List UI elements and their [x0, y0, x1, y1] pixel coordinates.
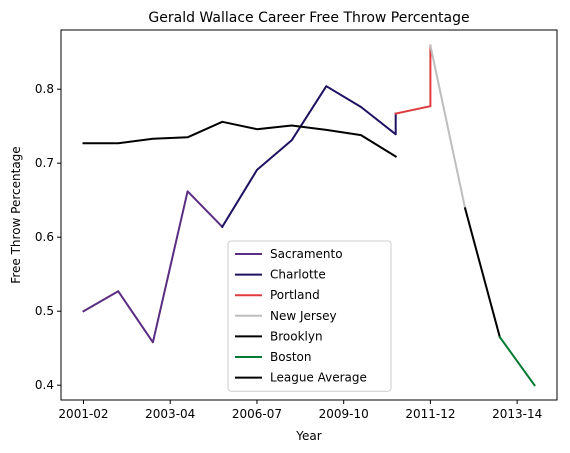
- y-tick-label-0: 0.4: [35, 378, 54, 392]
- y-axis: 0.4 0.5 0.6 0.7 0.8: [35, 82, 61, 392]
- legend-entry-3: New Jersey: [270, 309, 337, 323]
- x-tick-label-1: 2003-04: [145, 407, 195, 421]
- y-tick-label-1: 0.5: [35, 304, 54, 318]
- legend-entry-6: League Average: [270, 371, 367, 385]
- y-tick-label-4: 0.8: [35, 82, 54, 96]
- legend-entry-2: Portland: [270, 288, 320, 302]
- series-line-5: [498, 335, 536, 387]
- series-line-3: [429, 44, 467, 210]
- plot-frame: [60, 29, 558, 401]
- series-line-0: [82, 190, 224, 344]
- y-axis-label: Free Throw Percentage: [9, 146, 23, 283]
- x-tick-label-4: 2011-12: [405, 407, 455, 421]
- x-axis: 2001-02 2003-04 2006-07 2009-10 2011-12 2013-…: [58, 400, 542, 421]
- series-line-2: [394, 44, 432, 115]
- chart-title: Gerald Wallace Career Free Throw Percent…: [148, 10, 469, 26]
- legend-entry-5: Boston: [270, 350, 311, 364]
- series-line-1: [220, 85, 397, 229]
- legend: Sacramento Charlotte Portland New Jersey Bro…: [227, 240, 392, 392]
- y-tick-label-3: 0.7: [35, 156, 54, 170]
- legend-entry-0: Sacramento: [270, 247, 343, 261]
- series-layer: [82, 44, 536, 387]
- legend-box: [227, 240, 392, 392]
- x-axis-label: Year: [295, 429, 321, 443]
- x-tick-label-5: 2013-14: [492, 407, 542, 421]
- legend-entry-4: Brooklyn: [270, 329, 323, 343]
- series-line-4: [463, 207, 502, 339]
- series-line-6: [82, 120, 398, 158]
- x-tick-label-0: 2001-02: [58, 407, 108, 421]
- y-tick-label-2: 0.6: [35, 230, 54, 244]
- x-tick-label-2: 2006-07: [232, 407, 282, 421]
- x-tick-label-3: 2009-10: [319, 407, 369, 421]
- legend-entry-1: Charlotte: [270, 268, 326, 282]
